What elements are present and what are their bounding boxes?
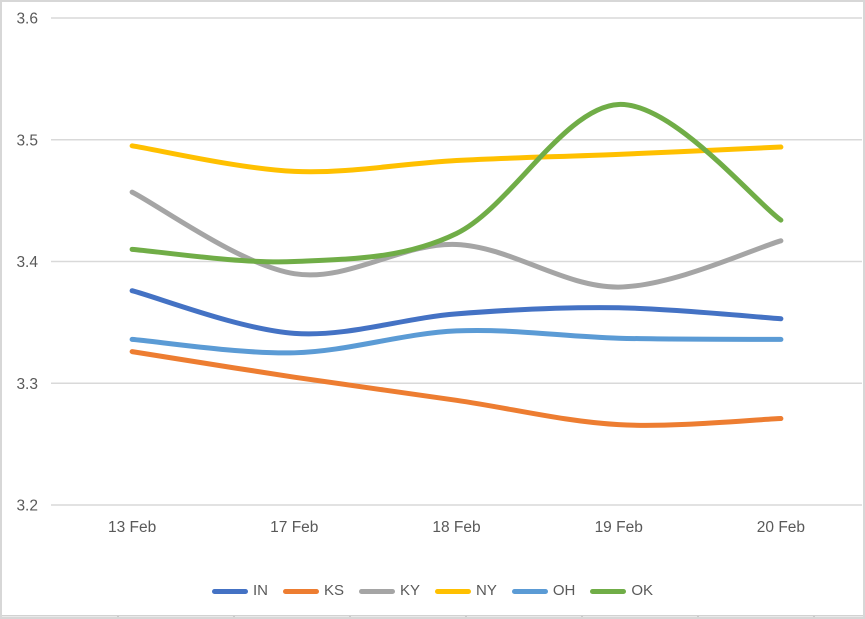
legend-swatch-OH [511, 588, 548, 594]
legend-item-IN[interactable]: IN [211, 581, 268, 601]
legend-item-OK[interactable]: OK [590, 581, 653, 601]
series-line-KY[interactable] [129, 189, 784, 290]
y-tick-label-3.6: 3.6 [16, 11, 38, 28]
legend-swatch-NY [435, 588, 471, 594]
legend-label-OK: OK [631, 582, 654, 599]
sheet-edge-tick [117, 616, 119, 617]
legend-label-NY: NY [476, 582, 497, 599]
series-line-KS[interactable] [129, 349, 784, 428]
sheet-edge-tick [465, 616, 467, 617]
worksheet-edge-strip [2, 615, 863, 617]
series-line-OH[interactable] [129, 327, 784, 356]
x-tick-label-19-feb: 19 Feb [595, 519, 643, 536]
series-line-IN[interactable] [129, 288, 784, 337]
sheet-edge-tick [581, 616, 583, 617]
sheet-edge-tick [349, 616, 351, 617]
y-tick-label-3.3: 3.3 [16, 376, 38, 393]
legend-swatch-IN [211, 588, 248, 594]
y-tick-label-3.4: 3.4 [16, 254, 38, 271]
legend-swatch-KS [282, 588, 319, 594]
series-line-NY[interactable] [129, 143, 784, 175]
sheet-edge-tick [813, 616, 815, 617]
x-tick-label-20-feb: 20 Feb [757, 519, 805, 536]
x-tick-label-13-feb: 13 Feb [108, 519, 156, 536]
sheet-edge-tick [697, 616, 699, 617]
legend-item-OH[interactable]: OH [511, 581, 576, 601]
legend-label-KY: KY [399, 582, 420, 599]
legend-label-IN: IN [252, 582, 268, 599]
legend-label-OH: OH [552, 582, 576, 599]
x-tick-label-18-feb: 18 Feb [432, 519, 480, 536]
legend-swatch-KY [358, 588, 395, 594]
y-tick-label-3.2: 3.2 [16, 498, 38, 515]
chart-legend: IN KS KY NY OH OK [2, 581, 863, 601]
legend-label-KS: KS [323, 582, 344, 599]
legend-item-KY[interactable]: KY [358, 581, 420, 601]
legend-item-NY[interactable]: NY [435, 581, 497, 601]
legend-swatch-OK [590, 588, 627, 594]
x-tick-label-17-feb: 17 Feb [270, 519, 318, 536]
sheet-edge-tick [233, 616, 235, 617]
series-line-OK[interactable] [129, 101, 784, 265]
y-tick-label-3.5: 3.5 [16, 132, 38, 149]
legend-item-KS[interactable]: KS [282, 581, 344, 601]
